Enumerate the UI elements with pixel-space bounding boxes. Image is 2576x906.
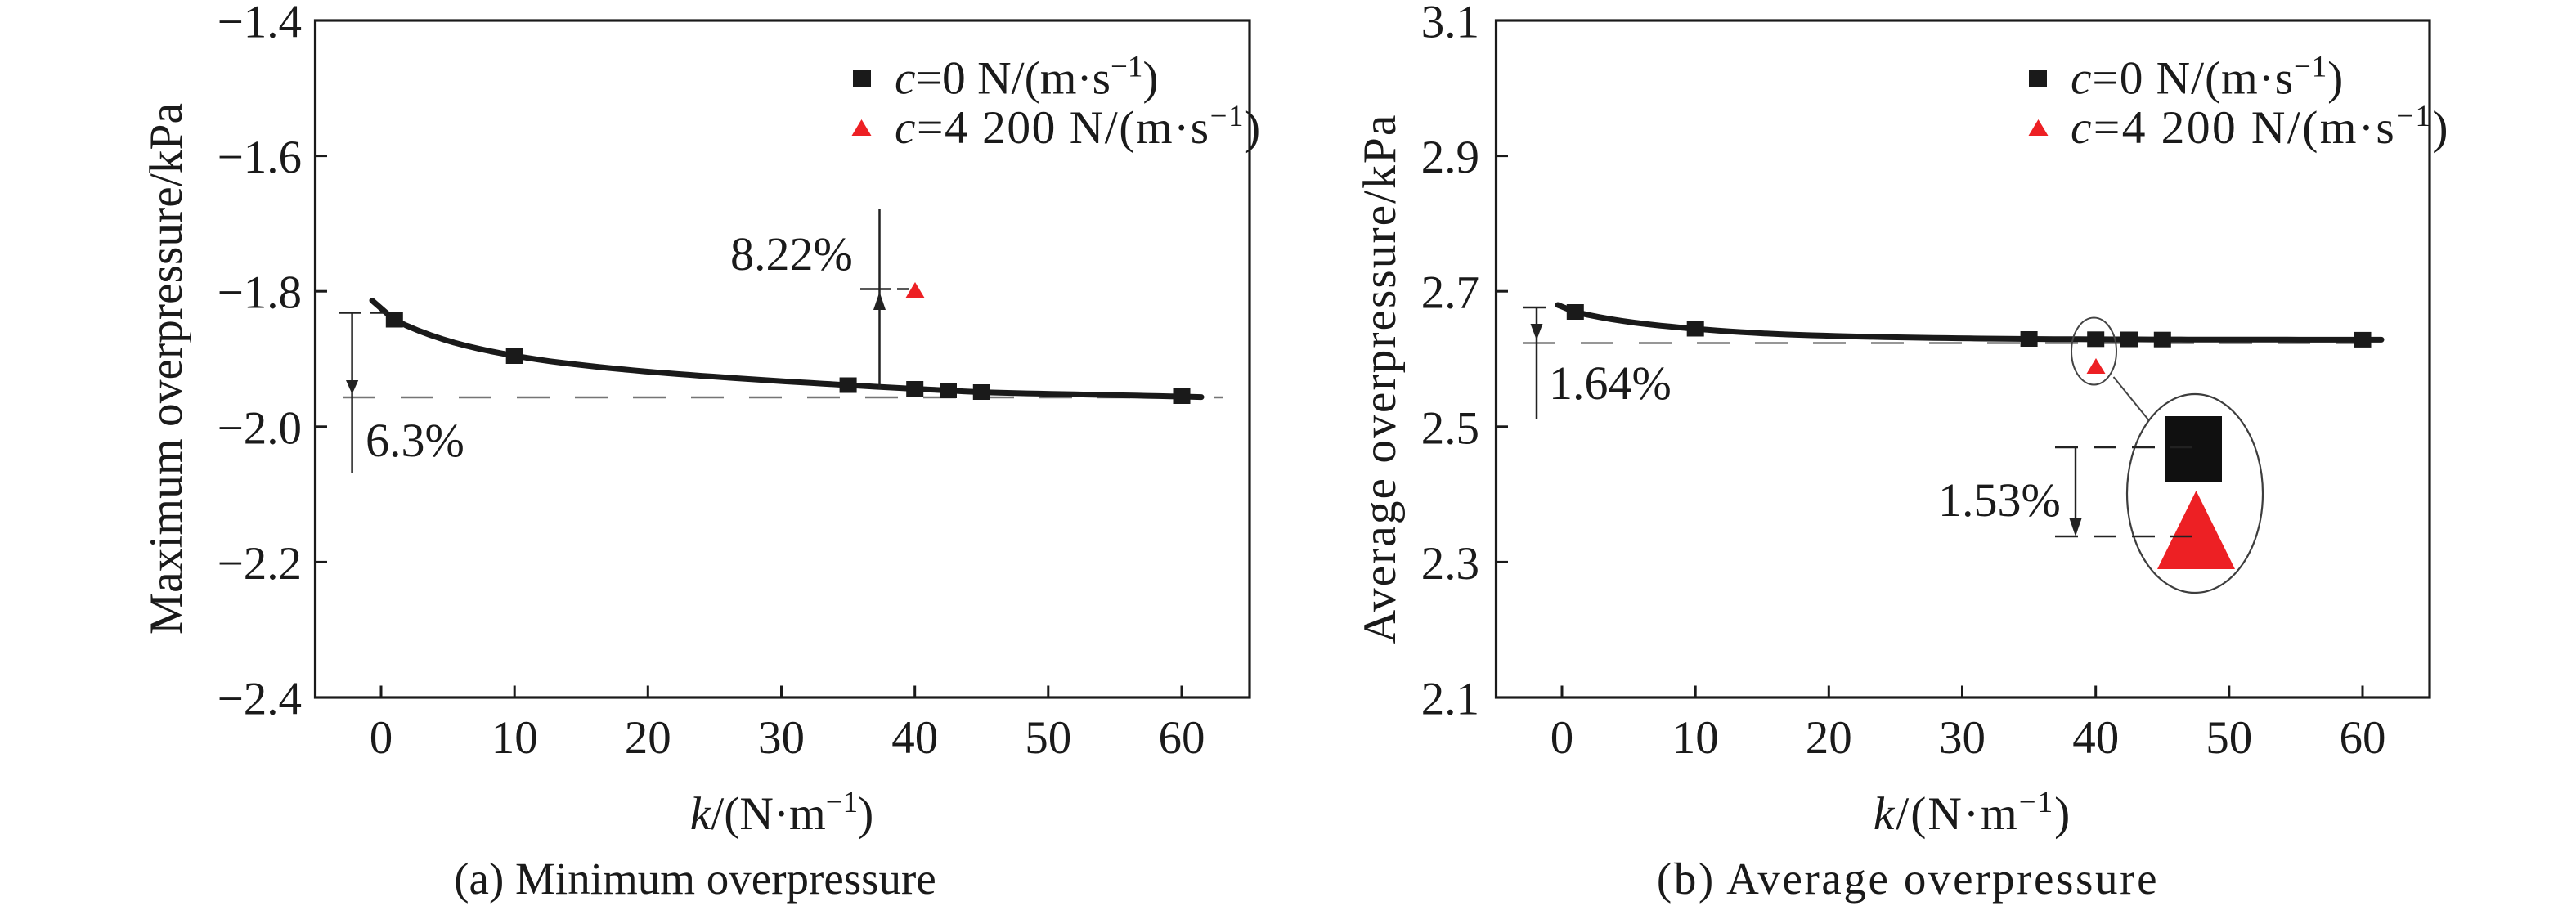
svg-text:2.3: 2.3 — [1421, 538, 1479, 590]
svg-text:−1.6: −1.6 — [218, 132, 302, 183]
svg-text:Average overpressure/kPa: Average overpressure/kPa — [1354, 114, 1406, 644]
svg-text:20: 20 — [1806, 712, 1852, 764]
svg-text:(a) Minimum overpressure: (a) Minimum overpressure — [454, 854, 936, 904]
svg-text:40: 40 — [891, 712, 938, 764]
svg-text:60: 60 — [2340, 712, 2386, 764]
svg-text:0: 0 — [370, 712, 393, 764]
svg-text:Maximum overpressure/kPa: Maximum overpressure/kPa — [141, 103, 192, 635]
svg-text:2.9: 2.9 — [1421, 132, 1479, 183]
svg-text:−1.8: −1.8 — [218, 267, 302, 319]
svg-text:(b) Average overpressure: (b) Average overpressure — [1657, 854, 2159, 904]
svg-text:6.3%: 6.3% — [366, 414, 464, 467]
svg-text:−2.2: −2.2 — [218, 538, 302, 590]
svg-text:40: 40 — [2072, 712, 2119, 764]
svg-text:50: 50 — [2206, 712, 2252, 764]
svg-text:−2.0: −2.0 — [218, 402, 302, 454]
svg-text:2.1: 2.1 — [1421, 674, 1479, 725]
svg-text:50: 50 — [1025, 712, 1071, 764]
svg-text:c=4 200 N/(m·s−1): c=4 200 N/(m·s−1) — [2071, 100, 2450, 154]
svg-text:30: 30 — [1939, 712, 1986, 764]
svg-text:3.1: 3.1 — [1421, 0, 1479, 48]
svg-text:20: 20 — [625, 712, 671, 764]
svg-text:1.53%: 1.53% — [1938, 473, 2061, 527]
svg-text:30: 30 — [758, 712, 805, 764]
svg-text:−2.4: −2.4 — [218, 674, 302, 725]
svg-text:2.7: 2.7 — [1421, 267, 1479, 319]
svg-text:c=4 200 N/(m·s−1): c=4 200 N/(m·s−1) — [895, 100, 1262, 154]
svg-text:60: 60 — [1159, 712, 1205, 764]
svg-text:0: 0 — [1551, 712, 1574, 764]
svg-text:1.64%: 1.64% — [1549, 357, 1672, 410]
svg-text:10: 10 — [491, 712, 538, 764]
svg-text:2.5: 2.5 — [1421, 402, 1479, 454]
svg-text:10: 10 — [1672, 712, 1719, 764]
svg-text:8.22%: 8.22% — [730, 227, 853, 280]
svg-text:−1.4: −1.4 — [218, 0, 302, 48]
